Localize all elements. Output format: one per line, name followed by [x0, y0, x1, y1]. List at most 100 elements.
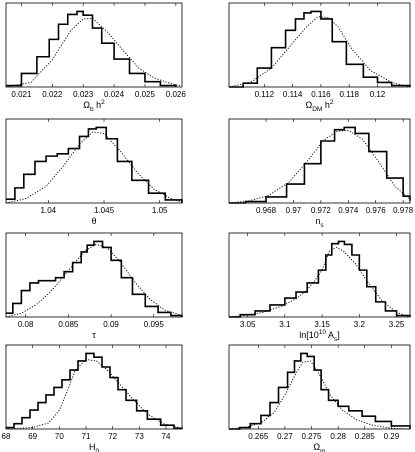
x-axis-label-part: s — [334, 336, 338, 343]
x-axis-label: Ωm — [313, 442, 325, 452]
x-tick-label: 3.1 — [279, 320, 291, 329]
solid-histogram-series — [229, 352, 411, 430]
x-axis-label-part: ln[10 — [299, 330, 319, 340]
panel-1: 0.021 0.022 0.023 0.024 0.025 0.026 Ωb h2 — [5, 2, 187, 113]
x-tick-label: 0.275 — [301, 432, 322, 441]
x-tick-label: 1.04 — [41, 206, 57, 215]
x-tick-label: 71 — [82, 432, 91, 441]
dotted-series — [228, 129, 411, 204]
panel-4: 0.968 0.97 0.972 0.974 0.976 0.978 ns — [228, 118, 414, 229]
x-tick-label: 3.2 — [354, 320, 366, 329]
x-axis-label: τ — [92, 330, 96, 340]
x-tick-label: 0.025 — [135, 90, 156, 99]
x-tick-label: 0.29 — [384, 432, 400, 441]
x-tick-label: 0.116 — [311, 90, 331, 99]
x-tick-label: 0.285 — [355, 432, 376, 441]
x-axis-label-part: m — [320, 448, 325, 452]
x-tick-label: 0.97 — [286, 206, 302, 215]
solid-histogram-series — [6, 352, 183, 430]
x-tick-label: 0.976 — [366, 206, 387, 215]
panel-5: 0.08 0.085 0.09 0.095 τ — [5, 232, 183, 340]
solid-histogram-series — [229, 126, 411, 204]
x-tick-label: 0.085 — [58, 320, 79, 329]
panel-8: 0.265 0.27 0.275 0.28 0.285 0.29 Ωm — [228, 344, 411, 452]
solid-histogram-series — [6, 126, 183, 203]
x-tick-label: 0.968 — [256, 206, 277, 215]
x-tick-label: 1.045 — [94, 206, 115, 215]
dotted-series — [5, 358, 183, 430]
x-tick-label: 3.05 — [240, 320, 256, 329]
solid-histogram-series — [229, 10, 411, 88]
x-tick-label: 0.265 — [248, 432, 269, 441]
x-axis-label: ln[1010 As] — [299, 329, 340, 343]
x-axis-label-part: h — [322, 100, 330, 110]
x-axis-label: ns — [315, 216, 324, 229]
x-tick-label: 0.972 — [311, 206, 332, 215]
dotted-series — [228, 360, 411, 430]
x-axis-label-part: Ω — [306, 100, 313, 110]
x-axis-label-part: 10 — [319, 329, 327, 336]
x-tick-label: 0.026 — [166, 90, 187, 99]
x-tick-label: 0.024 — [104, 90, 125, 99]
x-tick-label: 69 — [28, 432, 37, 441]
dotted-series — [5, 131, 183, 204]
x-tick-label: 74 — [162, 432, 171, 441]
x-tick-label: 0.978 — [393, 206, 414, 215]
x-tick-label: 3.15 — [314, 320, 330, 329]
x-axis-label-part: 0 — [95, 448, 99, 452]
x-axis-label-part: Ω — [313, 442, 320, 452]
panel-frame — [5, 344, 183, 430]
x-axis-label-part: τ — [92, 330, 96, 340]
x-tick-label: 0.023 — [73, 90, 94, 99]
x-tick-label: 0.27 — [277, 432, 293, 441]
solid-histogram-series — [6, 240, 183, 317]
panel-frame — [228, 232, 411, 318]
x-tick-label: 0.118 — [339, 90, 359, 99]
x-axis-label: H0 — [89, 442, 100, 452]
x-tick-label: 0.28 — [330, 432, 346, 441]
x-tick-label: 0.12 — [370, 90, 386, 99]
x-tick-label: 0.112 — [255, 90, 275, 99]
dotted-series — [228, 16, 411, 88]
x-tick-label: 3.25 — [389, 320, 405, 329]
x-axis-label-part: ] — [337, 330, 340, 340]
x-axis-label-part: 2 — [330, 99, 334, 106]
x-tick-label: 72 — [108, 432, 117, 441]
panel-frame — [5, 232, 183, 318]
x-axis-label: θ — [91, 216, 96, 226]
panel-7: 68 69 70 71 72 73 74 H0 — [2, 344, 183, 452]
x-axis-label-part: n — [315, 216, 320, 226]
solid-histogram-series — [6, 10, 177, 87]
panel-frame — [5, 118, 183, 204]
x-tick-label: 0.974 — [338, 206, 359, 215]
solid-histogram-series — [229, 240, 411, 318]
x-axis-label-part: H — [89, 442, 96, 452]
x-tick-label: 0.021 — [11, 90, 32, 99]
x-tick-label: 0.022 — [42, 90, 63, 99]
x-axis-label-part: θ — [91, 216, 96, 226]
panel-3: 1.04 1.045 1.05 θ — [5, 118, 183, 226]
x-axis-label-part: s — [320, 222, 324, 229]
x-tick-label: 0.095 — [144, 320, 165, 329]
panel-2: 0.112 0.114 0.116 0.118 0.12 ΩDM h2 — [228, 2, 411, 113]
x-tick-label: 70 — [55, 432, 64, 441]
x-axis-label-part: h — [94, 100, 102, 110]
x-axis-label-part: Ω — [83, 100, 90, 110]
x-axis-label-part: b — [90, 106, 94, 113]
x-axis-label-part: A — [326, 330, 334, 340]
x-tick-label: 0.08 — [18, 320, 34, 329]
x-tick-label: 0.114 — [283, 90, 303, 99]
panel-frame — [228, 2, 411, 88]
x-axis-label-part: 2 — [101, 99, 105, 106]
panel-6: 3.05 3.1 3.15 3.2 3.25 ln[1010 As] — [228, 232, 411, 343]
x-tick-label: 1.05 — [152, 206, 168, 215]
x-tick-label: 0.09 — [103, 320, 119, 329]
dotted-series — [5, 17, 183, 88]
x-axis-label-part: DM — [312, 106, 322, 113]
panel-frame — [228, 118, 411, 204]
dotted-series — [5, 243, 183, 318]
panel-frame — [228, 344, 411, 430]
x-tick-label: 73 — [135, 432, 144, 441]
x-tick-label: 68 — [2, 432, 11, 441]
